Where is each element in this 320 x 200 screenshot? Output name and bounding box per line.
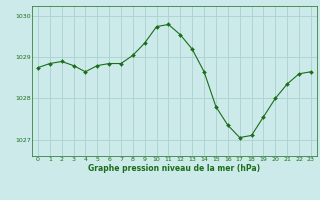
X-axis label: Graphe pression niveau de la mer (hPa): Graphe pression niveau de la mer (hPa) xyxy=(88,164,260,173)
